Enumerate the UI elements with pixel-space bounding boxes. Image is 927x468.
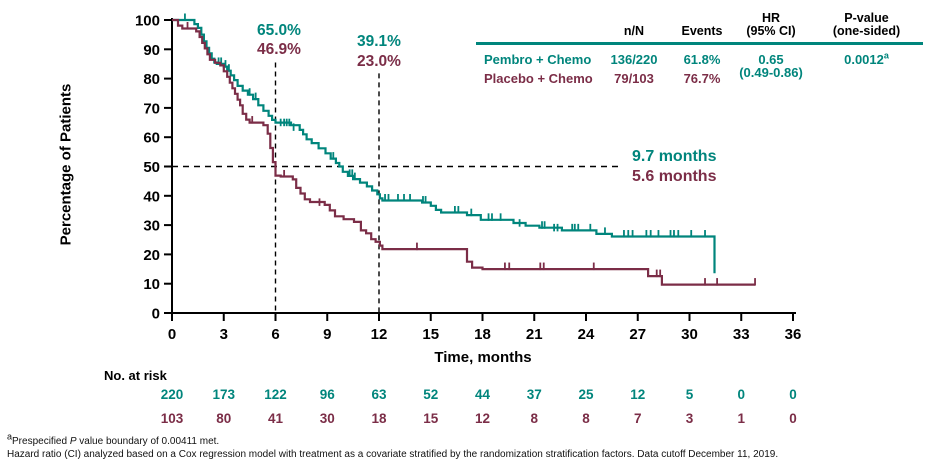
- header-pvalue: P-value (one-sided): [832, 11, 901, 38]
- x-tick-label: 0: [168, 326, 176, 343]
- x-tick-label: 33: [733, 326, 750, 343]
- x-tick-label: 15: [422, 326, 439, 343]
- risk-count-placebo: 18: [371, 411, 387, 426]
- placebo-n-over-N: 79/103: [614, 71, 654, 86]
- y-tick-label: 50: [143, 159, 160, 176]
- km-curve-placebo: [172, 18, 755, 286]
- risk-count-pembro: 122: [264, 387, 287, 402]
- median-pembro: 9.7 months: [632, 148, 717, 165]
- footnote-1: aPrespecified P value boundary of 0.0041…: [7, 431, 220, 447]
- y-tick-label: 70: [143, 100, 160, 117]
- landmark-12mo-placebo: 23.0%: [357, 53, 401, 70]
- x-tick-label: 9: [323, 326, 331, 343]
- y-tick-label: 80: [143, 71, 160, 88]
- summary-table-body: Pembro + Chemo 136/220 61.8% 0.65 (0.49-…: [476, 50, 923, 88]
- x-tick-label: 6: [271, 326, 279, 343]
- risk-count-placebo: 41: [267, 411, 284, 426]
- x-tick-label: 21: [526, 326, 543, 343]
- risk-count-placebo: 12: [474, 411, 491, 426]
- hr-value: 0.65 (0.49-0.86): [739, 52, 803, 80]
- risk-count-placebo: 8: [530, 411, 538, 426]
- risk-count-pembro: 63: [371, 387, 387, 402]
- risk-count-pembro: 25: [578, 387, 594, 402]
- risk-count-pembro: 37: [526, 387, 542, 402]
- summary-table: n/N Events HR (95% CI) P-value (one-side…: [476, 12, 923, 88]
- risk-count-placebo: 3: [685, 411, 694, 426]
- p-value-footnote-marker: a: [883, 50, 889, 61]
- y-tick-label: 20: [143, 247, 160, 264]
- hr-ci: (0.49-0.86): [739, 65, 803, 80]
- y-tick-label: 30: [143, 218, 160, 235]
- row-label-pembro: Pembro + Chemo: [484, 52, 592, 67]
- table-row-placebo: Placebo + Chemo 79/103 76.7%: [476, 69, 923, 88]
- risk-count-pembro: 52: [423, 387, 439, 402]
- x-tick-label: 18: [474, 326, 491, 343]
- landmark-6mo-placebo: 46.9%: [257, 41, 301, 58]
- no-at-risk-title: No. at risk: [104, 368, 167, 383]
- x-tick-label: 27: [629, 326, 646, 343]
- x-tick-label: 12: [371, 326, 388, 343]
- y-tick-label: 0: [152, 306, 160, 323]
- footnote-2: Hazard ratio (CI) analyzed based on a Co…: [7, 449, 779, 460]
- risk-count-placebo: 7: [633, 411, 642, 426]
- p-value: 0.0012a: [844, 50, 889, 67]
- y-tick-label: 90: [143, 42, 160, 59]
- median-placebo: 5.6 months: [632, 168, 717, 185]
- risk-count-pembro: 220: [160, 387, 184, 402]
- risk-count-pembro: 44: [474, 387, 491, 402]
- table-rule: [476, 42, 923, 45]
- x-tick-label: 30: [681, 326, 698, 343]
- header-hr: HR (95% CI): [746, 11, 796, 38]
- y-tick-label: 40: [143, 188, 160, 205]
- pembro-n-over-N: 136/220: [610, 52, 658, 67]
- table-row-pembro: Pembro + Chemo 136/220 61.8% 0.65 (0.49-…: [476, 50, 923, 80]
- risk-count-placebo: 80: [216, 411, 232, 426]
- summary-table-header: n/N Events HR (95% CI) P-value (one-side…: [476, 12, 923, 42]
- risk-count-pembro: 96: [319, 387, 335, 402]
- risk-count-placebo: 103: [160, 411, 184, 426]
- x-tick-label: 24: [578, 326, 595, 343]
- risk-count-placebo: 8: [582, 411, 590, 426]
- landmark-6mo-pembro: 65.0%: [257, 22, 301, 39]
- header-events: Events: [681, 24, 723, 38]
- y-tick-label: 10: [143, 276, 160, 293]
- y-tick-label: 100: [135, 13, 160, 30]
- risk-count-pembro: 12: [630, 387, 646, 402]
- y-axis-title: Percentage of Patients: [57, 83, 75, 246]
- landmark-12mo-pembro: 39.1%: [357, 33, 401, 50]
- row-label-placebo: Placebo + Chemo: [484, 71, 593, 86]
- placebo-events: 76.7%: [683, 71, 721, 86]
- pembro-events: 61.8%: [683, 52, 721, 67]
- risk-count-pembro: 5: [685, 387, 694, 402]
- y-tick-label: 60: [143, 130, 160, 147]
- x-axis-title: Time, months: [434, 349, 532, 366]
- header-spacer: [476, 38, 596, 42]
- risk-count-placebo: 15: [423, 411, 439, 426]
- risk-count-placebo: 0: [789, 411, 797, 426]
- x-tick-label: 3: [220, 326, 228, 343]
- x-tick-label: 36: [785, 326, 802, 343]
- risk-count-pembro: 0: [737, 387, 745, 402]
- header-n-over-N: n/N: [623, 24, 645, 38]
- risk-count-placebo: 1: [737, 411, 745, 426]
- risk-count-pembro: 0: [789, 387, 797, 402]
- risk-count-pembro: 173: [212, 387, 236, 402]
- risk-count-placebo: 30: [319, 411, 335, 426]
